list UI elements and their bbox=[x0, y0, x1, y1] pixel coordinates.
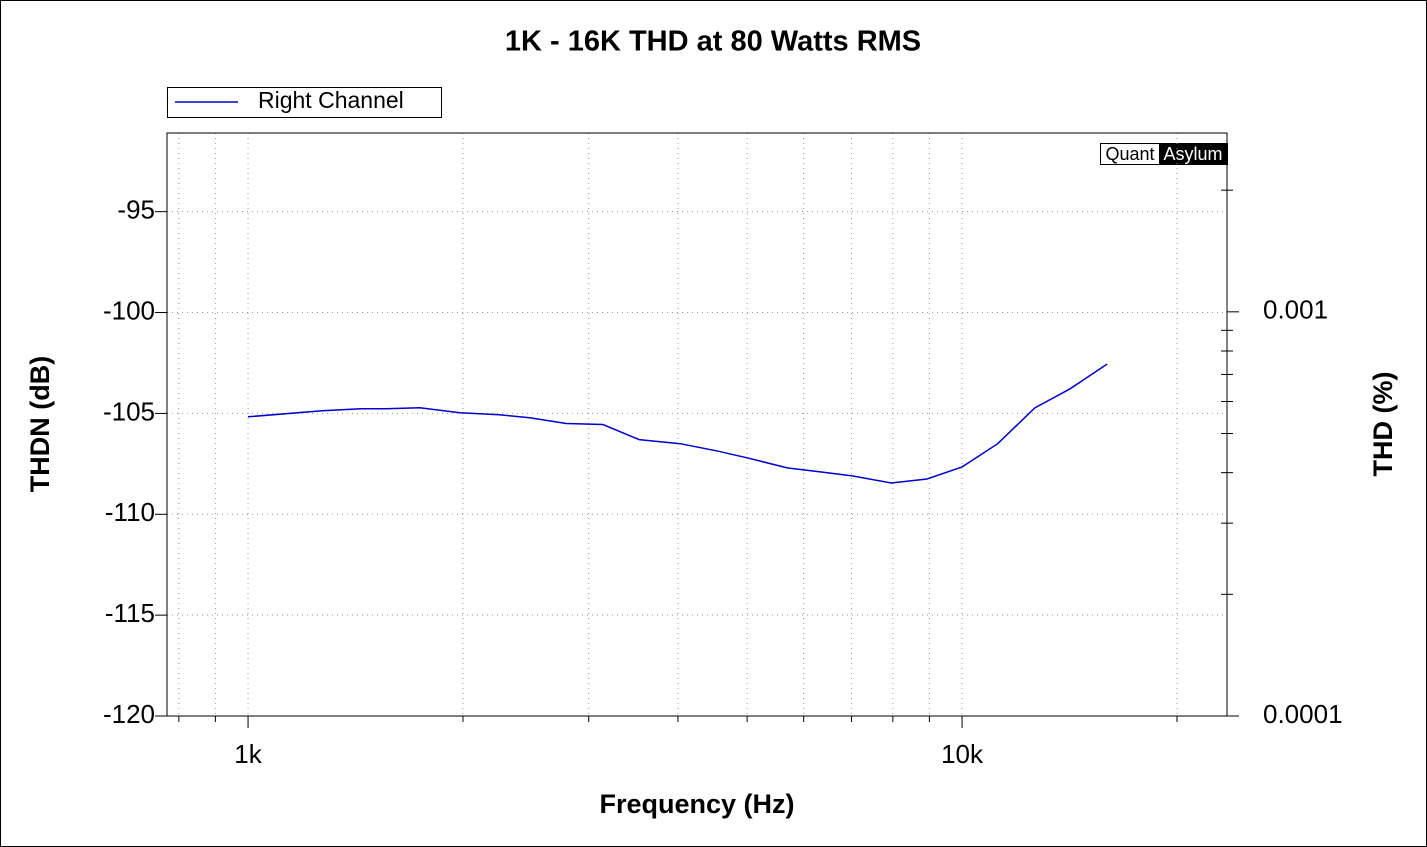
watermark-box-dark bbox=[1159, 143, 1228, 165]
y2-axis-label: THD (%) bbox=[1368, 372, 1398, 477]
y-tick-label: -120 bbox=[103, 699, 155, 729]
y-tick-label: -110 bbox=[105, 497, 155, 527]
chart-title: 1K - 16K THD at 80 Watts RMS bbox=[505, 26, 921, 58]
x-axis-label: Frequency (Hz) bbox=[599, 789, 794, 819]
y-tick-label: -115 bbox=[105, 598, 155, 628]
legend-label: Right Channel bbox=[258, 87, 404, 113]
watermark: Quant bbox=[1105, 144, 1154, 164]
x-tick-label: 1k bbox=[234, 739, 262, 769]
y2-tick-label: 0.0001 bbox=[1263, 699, 1343, 729]
y-tick-label: -100 bbox=[103, 295, 155, 325]
x-tick-label: 10k bbox=[941, 739, 984, 769]
y-tick-label: -105 bbox=[103, 396, 155, 426]
y-tick-label: -95 bbox=[117, 195, 155, 225]
plot-frame bbox=[166, 132, 1228, 717]
data-line bbox=[247, 363, 1108, 484]
y-axis-label: THDN (dB) bbox=[25, 356, 55, 492]
y2-tick-label: 0.001 bbox=[1263, 295, 1328, 325]
watermark: Asylum bbox=[1163, 144, 1222, 164]
